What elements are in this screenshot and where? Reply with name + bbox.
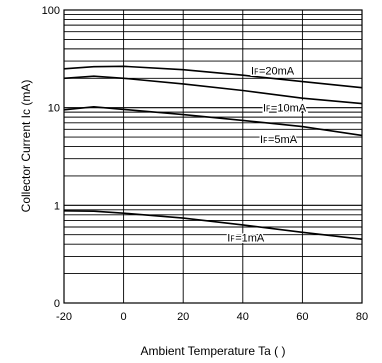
x-tick-label: 0 (121, 311, 127, 323)
series-annotation-label: IF=10mA (263, 103, 307, 115)
series-line (63, 105, 363, 137)
plot-frame (63, 9, 363, 304)
y-axis-title: Collector Current Ic (mA) (19, 80, 33, 213)
y-tick-labels: 0 1 10 100 (42, 5, 60, 310)
grid (63, 10, 363, 304)
series-annotation-label: IF=5mA (260, 134, 298, 146)
x-tick-label: 20 (177, 311, 189, 323)
series-annotation-label: IF=1mA (227, 232, 265, 244)
series-annotation-label: IF=20mA (251, 66, 295, 78)
x-tick-label: 40 (237, 311, 249, 323)
series-annotations: IF=20mA IF=10mA IF=5mA IF=1mA (226, 64, 308, 246)
x-tick-label: 80 (356, 311, 368, 323)
series-line (63, 75, 363, 105)
y-tick-label: 100 (42, 5, 60, 17)
x-tick-labels: -20 0 20 40 60 80 (56, 311, 368, 323)
x-tick-label: -20 (56, 311, 72, 323)
series-line (63, 65, 363, 89)
y-tick-label: 1 (54, 200, 60, 212)
x-tick-label: 60 (296, 311, 308, 323)
x-axis-title: Ambient Temperature Ta ( ) (141, 344, 286, 358)
y-tick-label: 10 (48, 103, 60, 115)
series-lines (63, 65, 363, 240)
series-line (63, 210, 363, 240)
y-tick-label: 0 (54, 298, 60, 310)
